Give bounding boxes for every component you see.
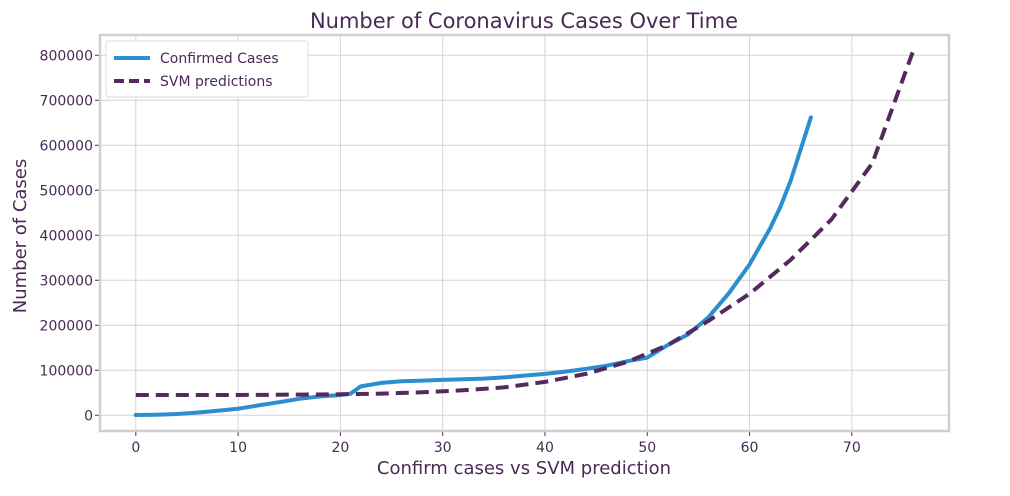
legend-label-svm: SVM predictions (160, 74, 273, 90)
y-tick-label: 800000 (40, 48, 93, 64)
y-tick-label: 600000 (40, 138, 93, 154)
y-tick-label: 300000 (40, 273, 93, 289)
y-tick-label: 500000 (40, 183, 93, 199)
series-line-confirmed-cases (133, 115, 813, 417)
x-tick-label: 20 (331, 440, 349, 456)
legend: Confirmed Cases SVM predictions (105, 40, 309, 98)
x-tick-label: 30 (434, 440, 452, 456)
x-tick-label: 60 (741, 440, 759, 456)
legend-label-confirmed: Confirmed Cases (160, 51, 279, 67)
y-tick-label: 100000 (40, 363, 93, 379)
chart-title: Number of Coronavirus Cases Over Time (310, 9, 738, 33)
axis-ticks: 0 10 20 30 40 50 60 70 0 100000 200000 300000 400000… (40, 48, 861, 456)
x-tick-label: 0 (131, 440, 140, 456)
x-tick-label: 10 (229, 440, 247, 456)
x-tick-label: 70 (843, 440, 861, 456)
y-tick-label: 200000 (40, 318, 93, 334)
x-tick-label: 40 (536, 440, 554, 456)
x-tick-label: 50 (638, 440, 656, 456)
plot-frame (98, 33, 951, 433)
y-axis-label: Number of Cases (10, 159, 31, 314)
y-tick-label: 400000 (40, 228, 93, 244)
y-tick-label: 700000 (40, 93, 93, 109)
series-lines (133, 50, 916, 417)
legend-box (105, 40, 309, 98)
y-tick-label: 0 (84, 408, 93, 424)
grid (100, 35, 949, 431)
x-axis-label: Confirm cases vs SVM prediction (377, 458, 671, 479)
series-line-svm-predictions (135, 50, 916, 397)
